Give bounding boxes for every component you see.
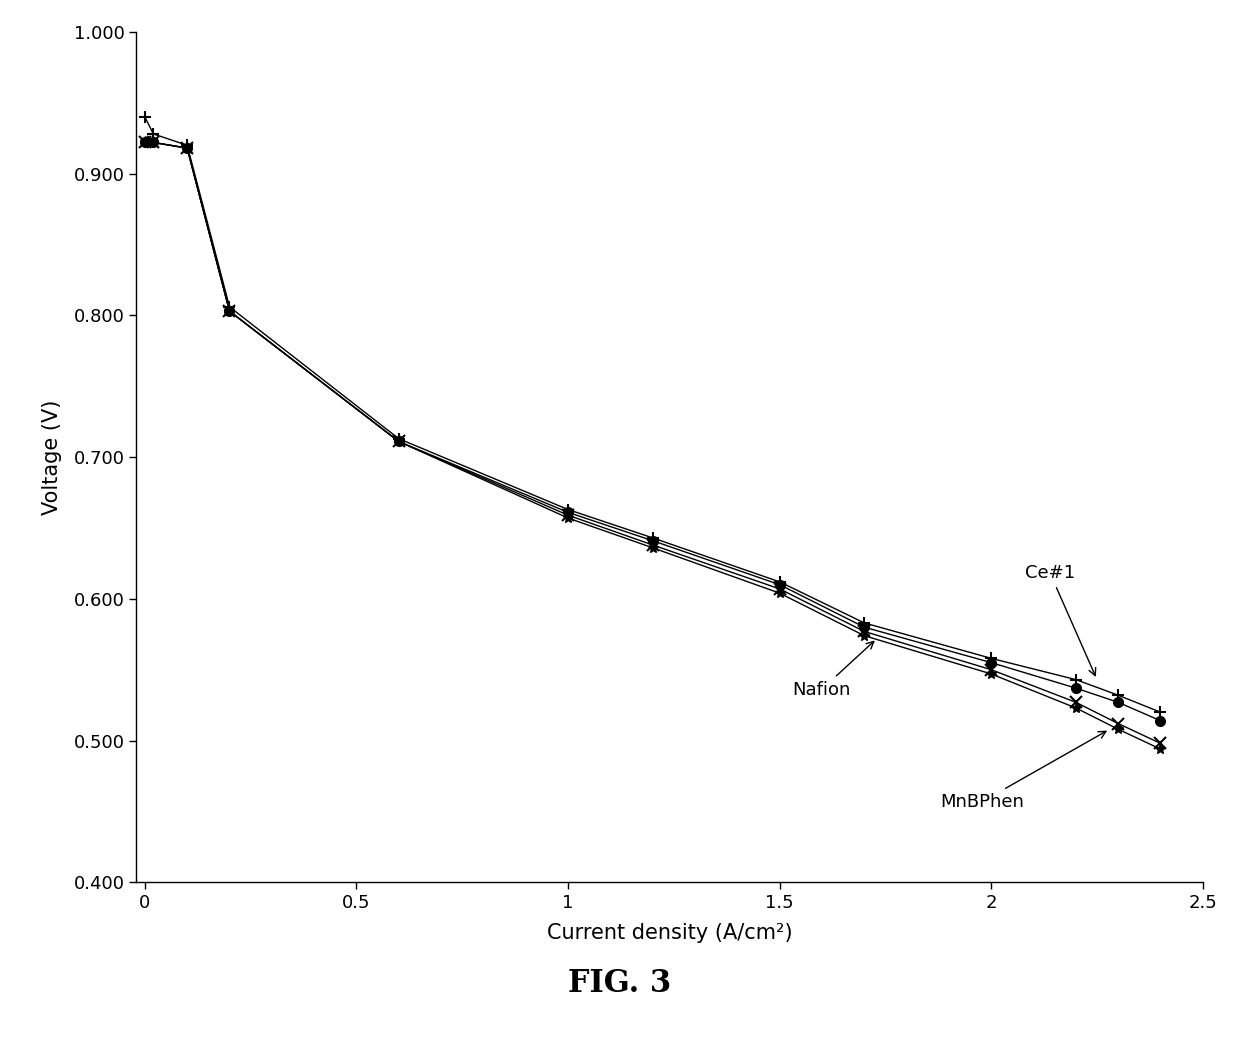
- Text: Nafion: Nafion: [792, 641, 874, 698]
- Text: Ce#1: Ce#1: [1025, 564, 1096, 676]
- Y-axis label: Voltage (V): Voltage (V): [42, 400, 62, 514]
- Text: FIG. 3: FIG. 3: [568, 967, 672, 999]
- Text: MnBPhen: MnBPhen: [940, 731, 1106, 810]
- X-axis label: Current density (A/cm²): Current density (A/cm²): [547, 923, 792, 943]
